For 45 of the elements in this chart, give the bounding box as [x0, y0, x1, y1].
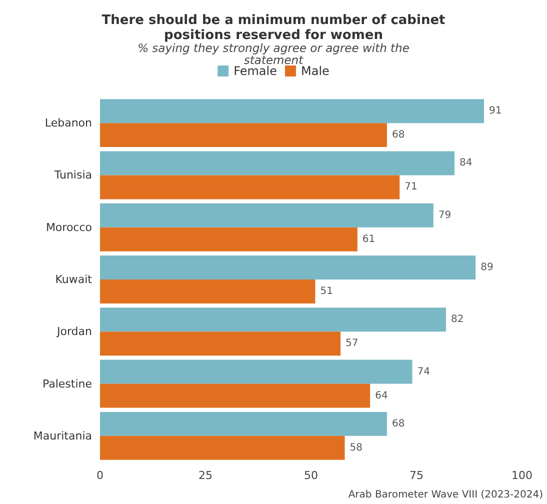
- data-label: 61: [362, 234, 376, 245]
- y-tick-label: Tunisia: [53, 168, 92, 182]
- data-label: 71: [404, 182, 418, 193]
- data-label: 91: [489, 106, 502, 117]
- bar: [100, 175, 400, 200]
- bar: [100, 123, 387, 148]
- y-tick-label: Morocco: [46, 220, 92, 234]
- data-label: 64: [375, 390, 388, 402]
- text: Arab Barometer Wave VIII (2023-2024): [348, 490, 544, 500]
- data-label: 58: [350, 442, 362, 454]
- bar: [100, 384, 370, 408]
- x-tick-label: 0: [96, 469, 104, 482]
- data-label: 79: [438, 210, 452, 221]
- y-tick-label: Lebanon: [44, 116, 92, 130]
- data-label: 82: [451, 314, 464, 326]
- data-label: 84: [459, 158, 472, 169]
- bar: [100, 436, 345, 460]
- y-tick-label: Jordan: [56, 325, 92, 338]
- data-label: 89: [480, 262, 494, 274]
- data-label: 74: [417, 366, 430, 378]
- data-label: 57: [346, 338, 358, 350]
- bar: [100, 151, 454, 176]
- legend-label: Female: [234, 64, 277, 78]
- y-tick-label: Kuwait: [55, 273, 93, 286]
- chart-title: There should be a minimum number of cabinet positions reserved for women: [102, 13, 446, 43]
- chart-subtitle: % saying they strongly agree or agree with the statement: [138, 41, 410, 67]
- x-tick-label: 100: [512, 469, 532, 482]
- x-tick-label: 75: [410, 469, 424, 482]
- y-tick-label: Mauritania: [33, 429, 92, 442]
- bar: [100, 332, 341, 356]
- data-label: 51: [320, 286, 333, 297]
- bar: [100, 256, 476, 280]
- bar: [100, 360, 412, 384]
- bar: [100, 308, 446, 332]
- bar: [100, 227, 358, 252]
- bar: [100, 412, 387, 436]
- y-tick-label: Palestine: [42, 377, 92, 390]
- x-tick-label: 25: [198, 469, 212, 482]
- bar: [100, 203, 434, 228]
- data-label: 68: [392, 130, 405, 141]
- data-label: 68: [392, 418, 405, 430]
- bar: [100, 280, 316, 304]
- legend-label: Male: [300, 64, 330, 78]
- x-tick-label: 50: [304, 469, 318, 482]
- bar: [100, 99, 484, 124]
